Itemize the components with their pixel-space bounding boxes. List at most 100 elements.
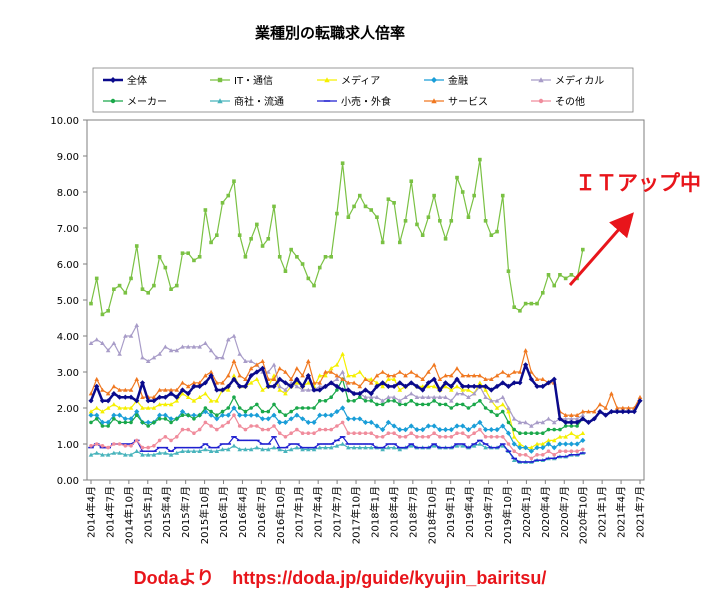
data-point: [134, 448, 140, 453]
data-point: [197, 448, 202, 453]
data-point: [237, 383, 243, 389]
data-point: [180, 380, 185, 385]
data-point: [414, 373, 420, 378]
data-point: [574, 416, 580, 421]
legend-marker: [110, 98, 116, 104]
data-point: [500, 402, 506, 407]
data-point: [558, 449, 562, 454]
data-point: [157, 417, 162, 421]
data-point: [209, 409, 213, 414]
data-point: [398, 435, 402, 439]
data-point: [397, 398, 403, 403]
data-point: [185, 344, 191, 349]
data-point: [391, 423, 397, 429]
data-point: [489, 233, 494, 237]
data-point: [500, 369, 506, 374]
data-point: [100, 409, 105, 414]
data-point: [225, 383, 231, 389]
legend-label: サービス: [448, 96, 488, 108]
data-point: [134, 413, 139, 418]
y-tick-label: 7.00: [57, 224, 79, 235]
data-point: [277, 366, 283, 371]
data-point: [294, 380, 300, 385]
data-point: [242, 383, 249, 389]
data-point: [563, 434, 568, 439]
data-point: [608, 409, 615, 415]
legend-marker: [217, 77, 223, 83]
data-point: [529, 431, 534, 436]
data-point: [162, 412, 168, 418]
data-point: [409, 431, 414, 436]
data-point: [272, 402, 276, 407]
data-point: [106, 424, 110, 428]
data-point: [323, 445, 328, 450]
data-point: [368, 380, 374, 385]
data-point: [123, 333, 128, 338]
data-point: [546, 449, 551, 454]
data-point: [306, 387, 311, 392]
data-point: [260, 387, 265, 392]
data-point: [265, 447, 271, 452]
data-point: [277, 419, 283, 425]
data-point: [551, 445, 557, 451]
data-point: [637, 398, 643, 404]
data-point: [523, 348, 528, 353]
data-point: [420, 387, 426, 393]
data-point: [505, 383, 512, 389]
data-point: [329, 427, 333, 432]
data-point: [283, 413, 288, 418]
data-point: [609, 391, 614, 396]
data-point: [255, 222, 259, 227]
data-point: [215, 413, 219, 418]
data-point: [362, 387, 369, 393]
data-point: [243, 376, 248, 381]
y-tick-label: 1.00: [57, 440, 79, 451]
data-point: [574, 412, 580, 417]
data-point: [317, 384, 323, 389]
data-point: [546, 273, 551, 277]
data-point: [271, 445, 277, 450]
data-point: [391, 376, 397, 381]
data-point: [581, 247, 585, 252]
data-point: [112, 417, 116, 421]
data-point: [581, 447, 585, 452]
data-point: [368, 445, 374, 450]
data-point: [454, 376, 460, 382]
data-point: [334, 373, 340, 378]
data-point: [89, 301, 93, 306]
data-point: [380, 380, 386, 386]
data-point: [317, 399, 322, 403]
data-point: [506, 409, 511, 414]
data-point: [460, 402, 465, 407]
data-point: [511, 457, 517, 462]
data-point: [323, 399, 328, 403]
data-point: [545, 380, 552, 386]
data-point: [375, 215, 379, 219]
data-point: [563, 424, 568, 428]
data-point: [346, 431, 351, 436]
data-point: [208, 398, 214, 403]
legend-item: メディカル: [531, 74, 604, 87]
data-point: [300, 447, 305, 452]
data-point: [163, 435, 168, 439]
data-point: [242, 412, 249, 418]
data-point: [231, 443, 237, 448]
data-point: [431, 423, 437, 429]
data-point: [117, 283, 122, 288]
data-point: [163, 417, 168, 421]
data-point: [94, 276, 99, 281]
annotation-text: ＩＴアップ中: [575, 171, 701, 195]
data-point: [163, 450, 168, 455]
data-point: [237, 373, 242, 378]
data-point: [140, 287, 145, 291]
data-point: [403, 373, 408, 378]
series-0: [88, 362, 643, 425]
data-point: [145, 419, 151, 425]
data-point: [569, 416, 574, 421]
data-point: [346, 215, 351, 219]
data-point: [431, 394, 437, 399]
data-point: [523, 445, 529, 451]
data-point: [449, 435, 454, 439]
data-point: [529, 301, 534, 306]
